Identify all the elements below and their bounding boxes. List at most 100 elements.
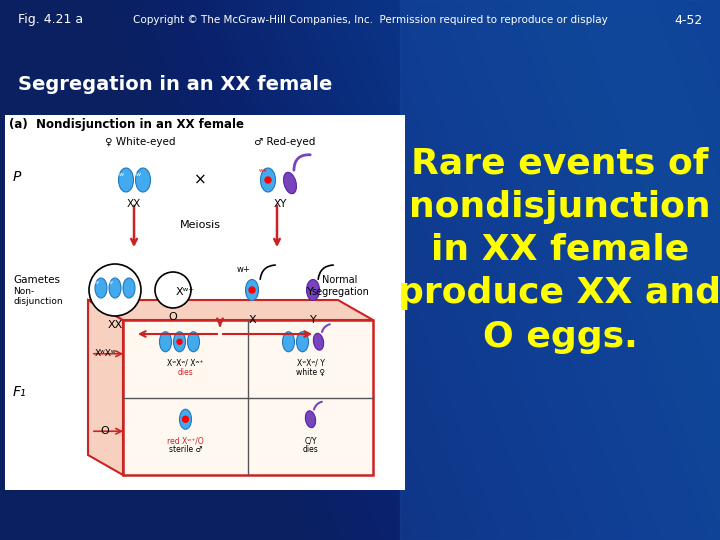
Polygon shape	[142, 0, 692, 540]
Ellipse shape	[187, 332, 199, 352]
Polygon shape	[86, 0, 636, 540]
Polygon shape	[102, 0, 652, 540]
Text: Y: Y	[307, 287, 314, 297]
Polygon shape	[14, 0, 564, 540]
Text: Non-
disjunction: Non- disjunction	[13, 287, 63, 306]
Polygon shape	[0, 0, 532, 540]
Text: ♀ White-eyed: ♀ White-eyed	[104, 137, 175, 147]
Circle shape	[177, 339, 182, 345]
Text: Normal
segregation: Normal segregation	[311, 275, 369, 296]
FancyArrowPatch shape	[294, 155, 310, 170]
Text: w: w	[135, 172, 140, 177]
Polygon shape	[550, 0, 720, 540]
Text: Copyright © The McGraw-Hill Companies, Inc.  Permission required to reproduce or: Copyright © The McGraw-Hill Companies, I…	[132, 15, 608, 25]
Bar	[5, 115, 405, 490]
Ellipse shape	[307, 280, 320, 300]
Polygon shape	[118, 0, 668, 540]
Polygon shape	[358, 0, 720, 540]
Polygon shape	[286, 0, 720, 540]
Ellipse shape	[179, 409, 192, 429]
FancyArrowPatch shape	[318, 265, 333, 279]
Text: O: O	[168, 312, 177, 322]
Polygon shape	[94, 0, 644, 540]
Polygon shape	[406, 0, 720, 540]
Polygon shape	[310, 0, 720, 540]
Circle shape	[155, 272, 191, 308]
Text: P: P	[13, 170, 22, 184]
Polygon shape	[262, 0, 720, 540]
Polygon shape	[246, 0, 720, 540]
Polygon shape	[206, 0, 720, 540]
Text: Fig. 4.21 a: Fig. 4.21 a	[18, 14, 83, 26]
Ellipse shape	[246, 280, 258, 300]
Text: w: w	[109, 280, 113, 285]
Text: Y: Y	[310, 315, 316, 325]
Polygon shape	[454, 0, 720, 540]
Ellipse shape	[174, 332, 186, 352]
Bar	[400, 0, 720, 540]
Ellipse shape	[135, 168, 150, 192]
Polygon shape	[414, 0, 720, 540]
Polygon shape	[542, 0, 720, 540]
Polygon shape	[0, 0, 524, 540]
Polygon shape	[174, 0, 720, 540]
Text: (a)  Nondisjunction in an XX female: (a) Nondisjunction in an XX female	[9, 118, 244, 131]
Polygon shape	[0, 0, 540, 540]
Polygon shape	[350, 0, 720, 540]
Text: Gametes: Gametes	[13, 275, 60, 285]
Polygon shape	[38, 0, 588, 540]
Polygon shape	[78, 0, 628, 540]
FancyArrowPatch shape	[260, 265, 275, 279]
Polygon shape	[238, 0, 720, 540]
Polygon shape	[46, 0, 596, 540]
Polygon shape	[198, 0, 720, 540]
Polygon shape	[534, 0, 720, 540]
FancyArrowPatch shape	[322, 324, 330, 332]
Text: w: w	[118, 172, 124, 177]
Text: Xʷ⁺: Xʷ⁺	[176, 287, 195, 297]
Polygon shape	[190, 0, 720, 540]
Polygon shape	[478, 0, 720, 540]
Text: Rare events of
nondisjunction
in XX female
produce XX and
O eggs.: Rare events of nondisjunction in XX fema…	[398, 146, 720, 354]
Polygon shape	[294, 0, 720, 540]
Polygon shape	[462, 0, 720, 540]
Circle shape	[89, 264, 141, 316]
Text: XY: XY	[274, 199, 287, 209]
Polygon shape	[342, 0, 720, 540]
Text: XʷXʷ/ Y: XʷXʷ/ Y	[297, 359, 325, 368]
Ellipse shape	[297, 332, 308, 352]
Text: XX: XX	[127, 199, 141, 209]
Polygon shape	[0, 0, 500, 540]
Ellipse shape	[109, 278, 121, 298]
Polygon shape	[526, 0, 720, 540]
Polygon shape	[422, 0, 720, 540]
Text: dies: dies	[178, 368, 194, 377]
Polygon shape	[88, 300, 123, 475]
Polygon shape	[302, 0, 720, 540]
Text: w+: w+	[237, 265, 251, 274]
Polygon shape	[270, 0, 720, 540]
Ellipse shape	[282, 332, 294, 352]
Text: white ♀: white ♀	[296, 368, 325, 377]
Polygon shape	[110, 0, 660, 540]
Polygon shape	[574, 0, 720, 540]
Polygon shape	[390, 0, 720, 540]
Polygon shape	[430, 0, 720, 540]
Polygon shape	[6, 0, 556, 540]
Text: XʷXʷ/ Xʷ⁺: XʷXʷ/ Xʷ⁺	[167, 359, 204, 368]
Text: Segregation in an XX female: Segregation in an XX female	[18, 76, 333, 94]
Polygon shape	[88, 300, 373, 320]
Polygon shape	[566, 0, 720, 540]
Polygon shape	[470, 0, 720, 540]
Polygon shape	[54, 0, 604, 540]
Polygon shape	[158, 0, 708, 540]
Polygon shape	[150, 0, 700, 540]
Polygon shape	[254, 0, 720, 540]
Text: w+: w+	[258, 168, 268, 173]
Polygon shape	[374, 0, 720, 540]
Polygon shape	[0, 0, 508, 540]
Polygon shape	[0, 0, 516, 540]
Polygon shape	[62, 0, 612, 540]
Polygon shape	[326, 0, 720, 540]
Text: C/Y: C/Y	[305, 436, 317, 446]
